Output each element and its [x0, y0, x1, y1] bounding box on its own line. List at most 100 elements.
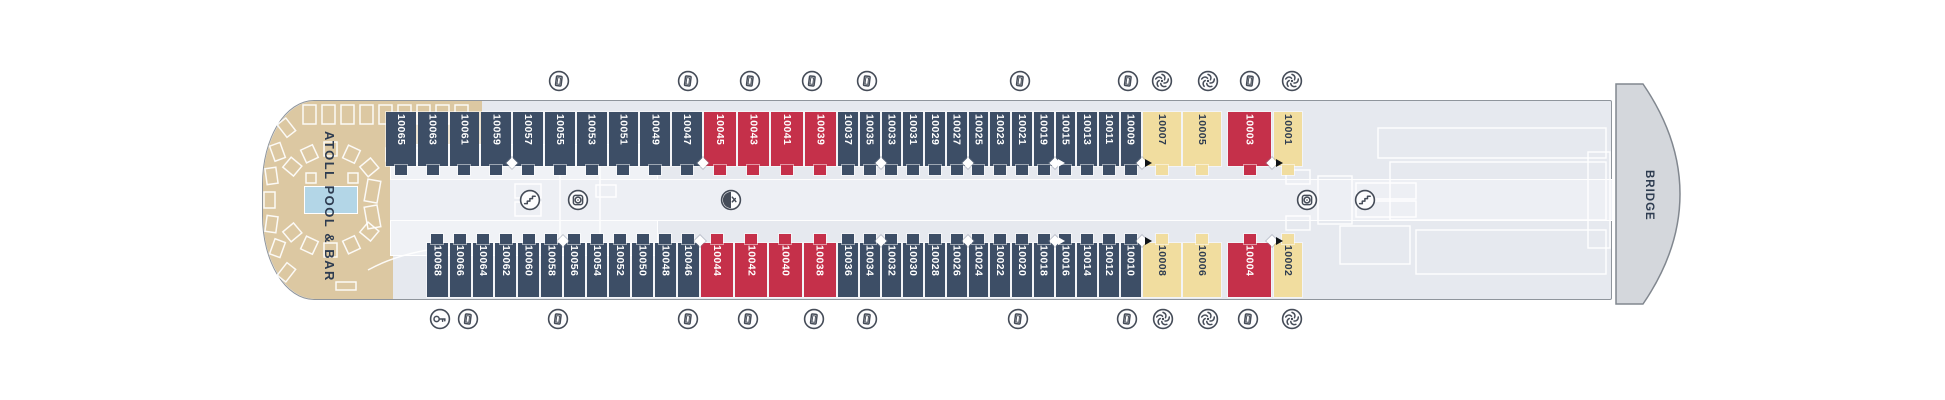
cabin-number: 10057 [522, 114, 535, 146]
cabin-10061[interactable]: 10061 [448, 111, 481, 176]
cabin-door-tab [681, 233, 696, 245]
cabin-10049[interactable]: 10049 [639, 111, 672, 176]
cabin-door-tab [1123, 233, 1138, 245]
cabin-10047[interactable]: 10047 [671, 111, 703, 176]
cabin-10023[interactable]: 10023 [989, 111, 1011, 176]
cabin-number: 10043 [747, 114, 760, 146]
cabin-10012[interactable]: 10012 [1098, 233, 1120, 298]
cabin-door-tab [884, 233, 899, 245]
cabin-number: 10014 [1081, 245, 1094, 277]
cabin-10005[interactable]: 10005 [1182, 111, 1222, 176]
cabin-10015[interactable]: 10015 [1054, 111, 1077, 176]
cabin-10029[interactable]: 10029 [924, 111, 946, 176]
cabin-10034[interactable]: 10034 [858, 233, 881, 298]
cabin-10055[interactable]: 10055 [544, 111, 576, 176]
cabin-10014[interactable]: 10014 [1076, 233, 1098, 298]
cabin-number: 10054 [590, 245, 603, 277]
cabin-10007[interactable]: 10007 [1142, 111, 1182, 176]
cabin-number: 10048 [659, 245, 672, 277]
cabin-door-tab [840, 233, 855, 245]
cabin-number: 10042 [745, 245, 758, 277]
cabin-10004[interactable]: 10004 [1227, 233, 1272, 298]
cabin-10060[interactable]: 10060 [517, 233, 540, 298]
cabin-10054[interactable]: 10054 [585, 233, 609, 298]
cabin-door-tab [993, 164, 1008, 176]
cabin-10022[interactable]: 10022 [989, 233, 1011, 298]
cabin-10001[interactable]: 10001 [1273, 111, 1303, 176]
cabin-door-tab [1242, 233, 1257, 245]
cabin-10006[interactable]: 10006 [1182, 233, 1222, 298]
cabin-10064[interactable]: 10064 [471, 233, 495, 298]
cabin-10040[interactable]: 10040 [768, 233, 803, 298]
cabin-10050[interactable]: 10050 [631, 233, 654, 298]
cabin-10043[interactable]: 10043 [736, 111, 770, 176]
cabin-10035[interactable]: 10035 [858, 111, 881, 176]
door-icon [801, 70, 823, 92]
cabin-10008[interactable]: 10008 [1142, 233, 1182, 298]
cabin-10003[interactable]: 10003 [1227, 111, 1272, 176]
cabin-10044[interactable]: 10044 [699, 233, 735, 298]
cabin-10045[interactable]: 10045 [703, 111, 737, 176]
berth-triangle-marker [1057, 236, 1065, 245]
cabin-number: 10039 [814, 114, 827, 146]
cabin-10011[interactable]: 10011 [1098, 111, 1120, 176]
cabin-10065[interactable]: 10065 [385, 111, 417, 176]
cabin-door-tab [584, 164, 599, 176]
cabin-door-tab [813, 164, 828, 176]
cabin-door-tab [949, 164, 964, 176]
cabin-10019[interactable]: 10019 [1032, 111, 1055, 176]
cabin-door-tab [589, 233, 604, 245]
cabin-10009[interactable]: 10009 [1119, 111, 1142, 176]
door-icon [856, 308, 878, 330]
cabin-10062[interactable]: 10062 [494, 233, 518, 298]
berth-triangle-marker [1145, 158, 1152, 167]
cabin-number: 10066 [454, 245, 467, 277]
cabin-10028[interactable]: 10028 [924, 233, 946, 298]
cabin-number: 10002 [1282, 245, 1294, 277]
cabin-10053[interactable]: 10053 [575, 111, 608, 176]
cabin-10068[interactable]: 10068 [426, 233, 449, 298]
cabin-10058[interactable]: 10058 [540, 233, 563, 298]
cabin-number: 10061 [458, 114, 471, 146]
cabin-10059[interactable]: 10059 [480, 111, 513, 176]
cabin-10057[interactable]: 10057 [512, 111, 544, 176]
cabin-door-tab [862, 164, 877, 176]
cabin-10041[interactable]: 10041 [770, 111, 804, 176]
cabin-10063[interactable]: 10063 [416, 111, 449, 176]
pool-bar-label: ATOLL POOL & BAR [322, 131, 337, 282]
cabin-10036[interactable]: 10036 [837, 233, 859, 298]
cabin-10031[interactable]: 10031 [902, 111, 924, 176]
cabin-10052[interactable]: 10052 [608, 233, 632, 298]
cabin-number: 10041 [780, 114, 793, 146]
cabin-10046[interactable]: 10046 [676, 233, 700, 298]
cabin-10037[interactable]: 10037 [837, 111, 859, 176]
cabin-10025[interactable]: 10025 [967, 111, 990, 176]
cabin-10032[interactable]: 10032 [880, 233, 903, 298]
cabin-10010[interactable]: 10010 [1119, 233, 1142, 298]
cabin-door-tab [1155, 233, 1169, 245]
cabin-10018[interactable]: 10018 [1032, 233, 1055, 298]
cabin-10030[interactable]: 10030 [902, 233, 924, 298]
cabin-10066[interactable]: 10066 [448, 233, 472, 298]
cabin-door-tab [862, 233, 877, 245]
cabin-number: 10058 [545, 245, 558, 277]
cabin-10051[interactable]: 10051 [607, 111, 640, 176]
cabin-10026[interactable]: 10026 [945, 233, 968, 298]
cabin-10021[interactable]: 10021 [1011, 111, 1033, 176]
cabin-10038[interactable]: 10038 [802, 233, 837, 298]
cabin-10024[interactable]: 10024 [967, 233, 990, 298]
cabin-10013[interactable]: 10013 [1076, 111, 1098, 176]
cabin-10002[interactable]: 10002 [1273, 233, 1303, 298]
cabin-10033[interactable]: 10033 [880, 111, 903, 176]
bridge-label: BRIDGE [1643, 170, 1655, 221]
cabin-10027[interactable]: 10027 [945, 111, 968, 176]
cabin-10048[interactable]: 10048 [654, 233, 677, 298]
cabin-number: 10018 [1037, 245, 1050, 277]
cabin-10039[interactable]: 10039 [803, 111, 837, 176]
cabin-10016[interactable]: 10016 [1054, 233, 1077, 298]
cabin-10056[interactable]: 10056 [562, 233, 586, 298]
cabin-10020[interactable]: 10020 [1011, 233, 1033, 298]
cabin-number: 10060 [522, 245, 535, 277]
door-icon [457, 308, 479, 330]
cabin-10042[interactable]: 10042 [734, 233, 769, 298]
